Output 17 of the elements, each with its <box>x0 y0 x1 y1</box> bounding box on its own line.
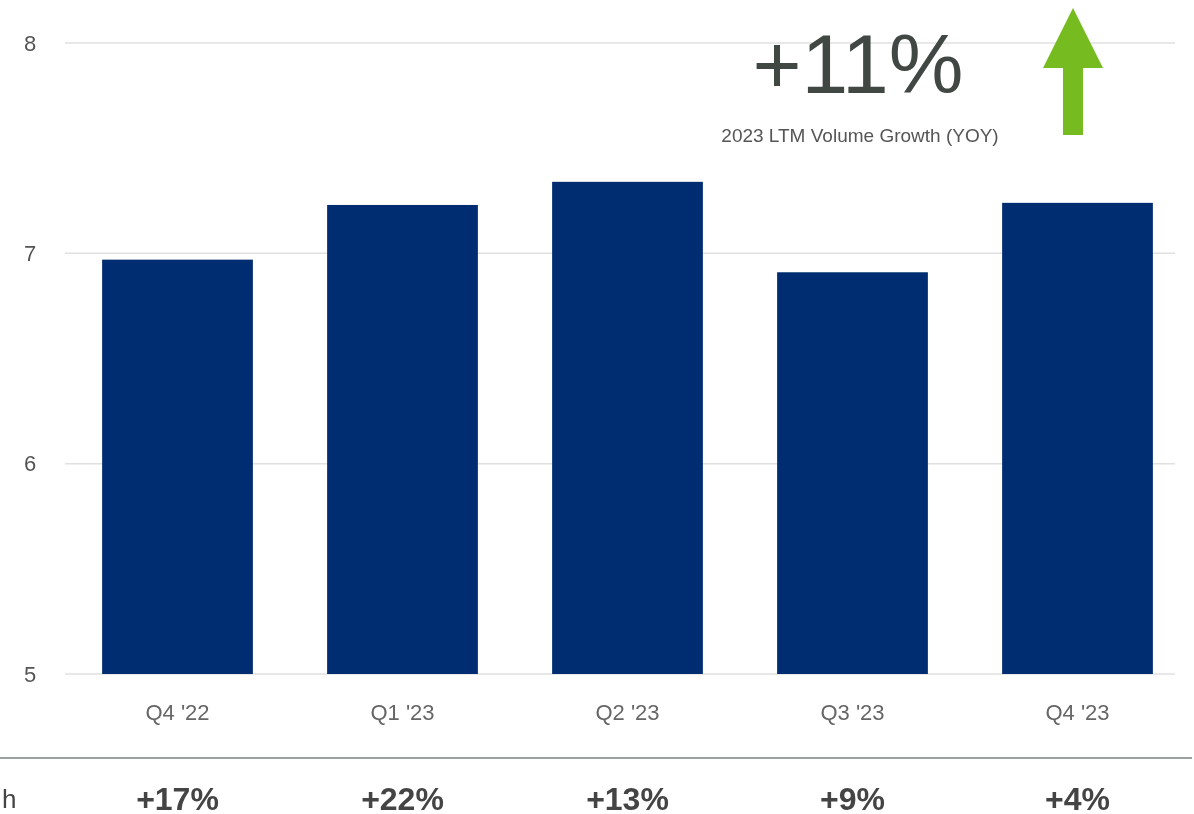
x-tick-label: Q2 '23 <box>595 700 660 725</box>
text: +13% <box>586 781 669 814</box>
text: +9% <box>820 781 885 814</box>
text: +4% <box>1045 781 1110 814</box>
y-tick-label: 7 <box>23 241 37 267</box>
annotation: 2023 LTM Volume Growth (YOY) <box>721 125 999 146</box>
annotation: +11% <box>752 17 964 111</box>
y-tick-label: 5 <box>23 661 37 687</box>
y-tick-label: 8 <box>23 30 37 56</box>
x-tick-label: Q3 '23 <box>820 700 885 725</box>
x-tick-label: Q1 '23 <box>370 700 435 725</box>
text: +22% <box>361 781 444 814</box>
text: h <box>2 784 17 814</box>
x-tick-label: Q4 '23 <box>1045 700 1110 725</box>
y-tick-label: 6 <box>23 451 37 477</box>
x-tick-label: Q4 '22 <box>145 700 210 725</box>
text: +17% <box>136 781 219 814</box>
